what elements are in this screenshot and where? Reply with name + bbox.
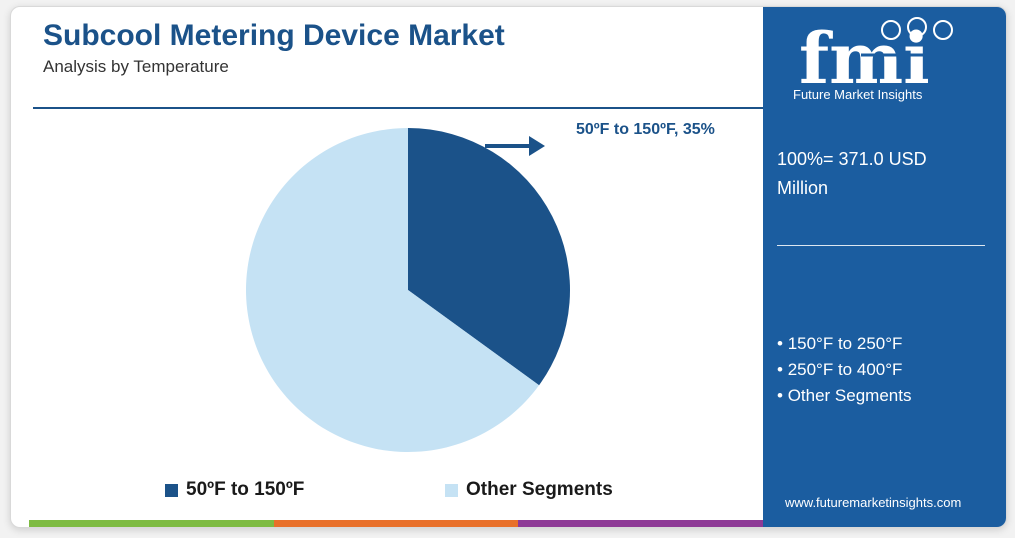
other-segments-list: • 150°F to 250°F • 250°F to 400°F • Othe… <box>777 331 911 409</box>
logo-tagline: Future Market Insights <box>793 87 923 102</box>
accent-color-band <box>29 520 764 527</box>
pie-chart <box>211 115 631 465</box>
page-subtitle: Analysis by Temperature <box>43 57 229 76</box>
summary-panel: fmi Future Market Insights 100%= 371.0 U… <box>763 7 1006 527</box>
pie-slice-primary <box>408 128 570 386</box>
legend-swatch-primary <box>165 483 178 497</box>
legend-item-other: Other Segments <box>445 479 613 501</box>
segment-label: 250°F to 400°F <box>787 360 903 379</box>
segment-item: • 150°F to 250°F <box>777 334 903 353</box>
page-title: Subcool Metering Device Market <box>43 19 505 52</box>
pie-slice-other <box>246 128 540 452</box>
fmi-logo: fmi <box>799 17 971 100</box>
accent-band-green <box>29 520 274 527</box>
website-link[interactable]: www.futuremarketinsights.com <box>785 495 962 510</box>
segment-item: • 250°F to 400°F <box>777 360 903 379</box>
segment-item: • Other Segments <box>777 386 912 405</box>
infographic-card: Subcool Metering Device Market Analysis … <box>10 6 1007 528</box>
legend-label-primary: 50ºF to 150ºF <box>186 479 305 500</box>
legend-item-primary: 50ºF to 150ºF <box>165 479 304 501</box>
title-divider <box>33 107 763 109</box>
accent-band-purple <box>518 520 764 527</box>
chart-legend: 50ºF to 150ºF Other Segments <box>11 479 763 503</box>
segment-label: 150°F to 250°F <box>787 334 903 353</box>
legend-swatch-other <box>445 483 458 497</box>
callout-arrow-icon <box>485 136 545 156</box>
pie-chart-svg <box>246 128 570 452</box>
segment-label: Other Segments <box>787 386 912 405</box>
panel-divider <box>777 245 985 246</box>
legend-label-other: Other Segments <box>466 479 613 500</box>
slice-callout-label: 50ºF to 150ºF, 35% <box>576 121 715 138</box>
accent-band-orange <box>273 520 519 527</box>
market-total: 100%= 371.0 USD Million <box>777 149 927 198</box>
chart-panel: Subcool Metering Device Market Analysis … <box>11 7 764 527</box>
